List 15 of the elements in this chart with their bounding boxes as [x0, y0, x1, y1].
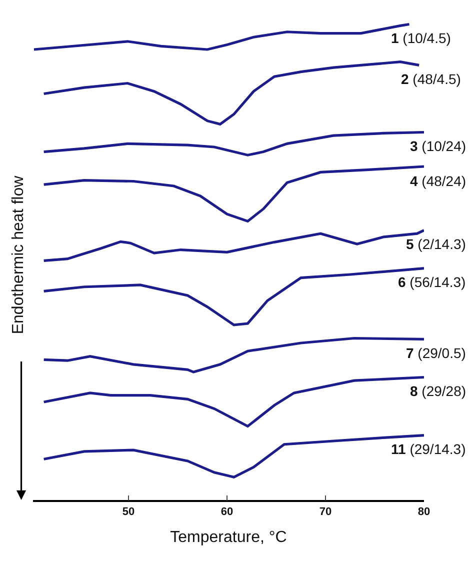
series-label: 4 (48/24)	[410, 173, 466, 189]
series-label: 7 (29/0.5)	[406, 345, 466, 361]
series-label: 11 (29/14.3)	[391, 441, 466, 457]
x-tick-label: 80	[418, 506, 430, 518]
x-axis-title: Temperature, °C	[170, 529, 287, 546]
x-tick-label: 50	[122, 506, 135, 518]
x-tick-label: 60	[220, 506, 234, 518]
y-axis-title: Endothermic heat flow	[10, 175, 27, 334]
x-tick-label: 70	[319, 506, 332, 518]
series-label: 8 (29/28)	[410, 383, 466, 399]
series-label: 5 (2/14.3)	[406, 236, 466, 252]
series-label: 3 (10/24)	[410, 138, 466, 154]
series-label: 2 (48/4.5)	[401, 71, 461, 87]
series-label: 1 (10/4.5)	[391, 30, 451, 46]
series-label: 6 (56/14.3)	[398, 274, 466, 290]
